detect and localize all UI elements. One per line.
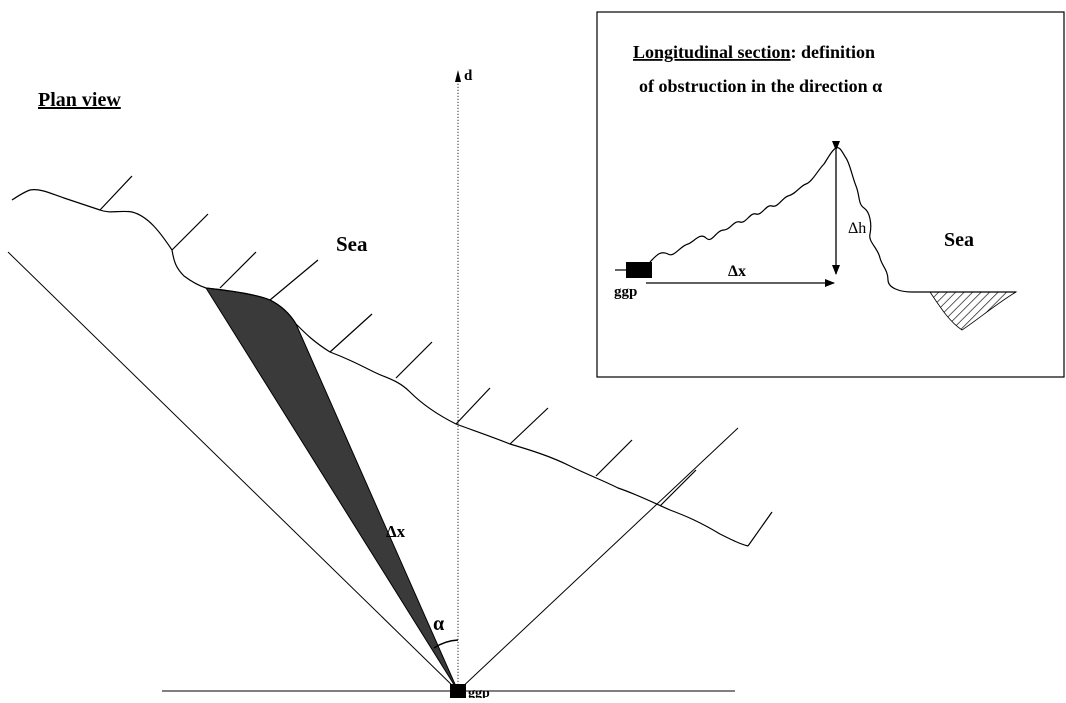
inset-frame bbox=[596, 11, 1065, 378]
water-hatch bbox=[929, 291, 1018, 331]
inset-sea-label: Sea bbox=[944, 229, 974, 251]
plan-sea-label: Sea bbox=[336, 232, 368, 256]
right-sight-line bbox=[457, 427, 739, 692]
obstruction-wedge bbox=[205, 287, 459, 692]
d-axis-label: d bbox=[464, 68, 473, 84]
inset-station-marker bbox=[626, 262, 652, 278]
station-marker bbox=[450, 684, 466, 698]
inset-title-line2: of obstruction in the direction α bbox=[639, 76, 882, 96]
plan-distance-label: Δx bbox=[386, 522, 406, 541]
plan-view-title: Plan view bbox=[38, 89, 121, 111]
station-label: ggp bbox=[468, 686, 490, 698]
terrain-profile bbox=[649, 147, 913, 293]
inset-station-label: ggp bbox=[614, 284, 637, 300]
height-label: Δh bbox=[848, 220, 866, 237]
angle-arc bbox=[433, 639, 459, 649]
coastline bbox=[11, 189, 749, 547]
d-axis-arrowhead bbox=[455, 70, 461, 82]
angle-label: α bbox=[433, 613, 444, 635]
coast-hachures bbox=[99, 175, 773, 547]
inset-title-underlined: Longitudinal section bbox=[633, 42, 791, 62]
plan-view: d Plan view Sea Δx α ggp bbox=[7, 68, 773, 701]
inset-distance-label: Δx bbox=[728, 263, 746, 280]
inset-title-rest: : definition bbox=[791, 42, 876, 62]
section-inset: Longitudinal section: definition of obst… bbox=[596, 11, 1065, 378]
left-sight-line bbox=[7, 251, 459, 692]
inset-title-line1: Longitudinal section: definition bbox=[633, 42, 875, 62]
